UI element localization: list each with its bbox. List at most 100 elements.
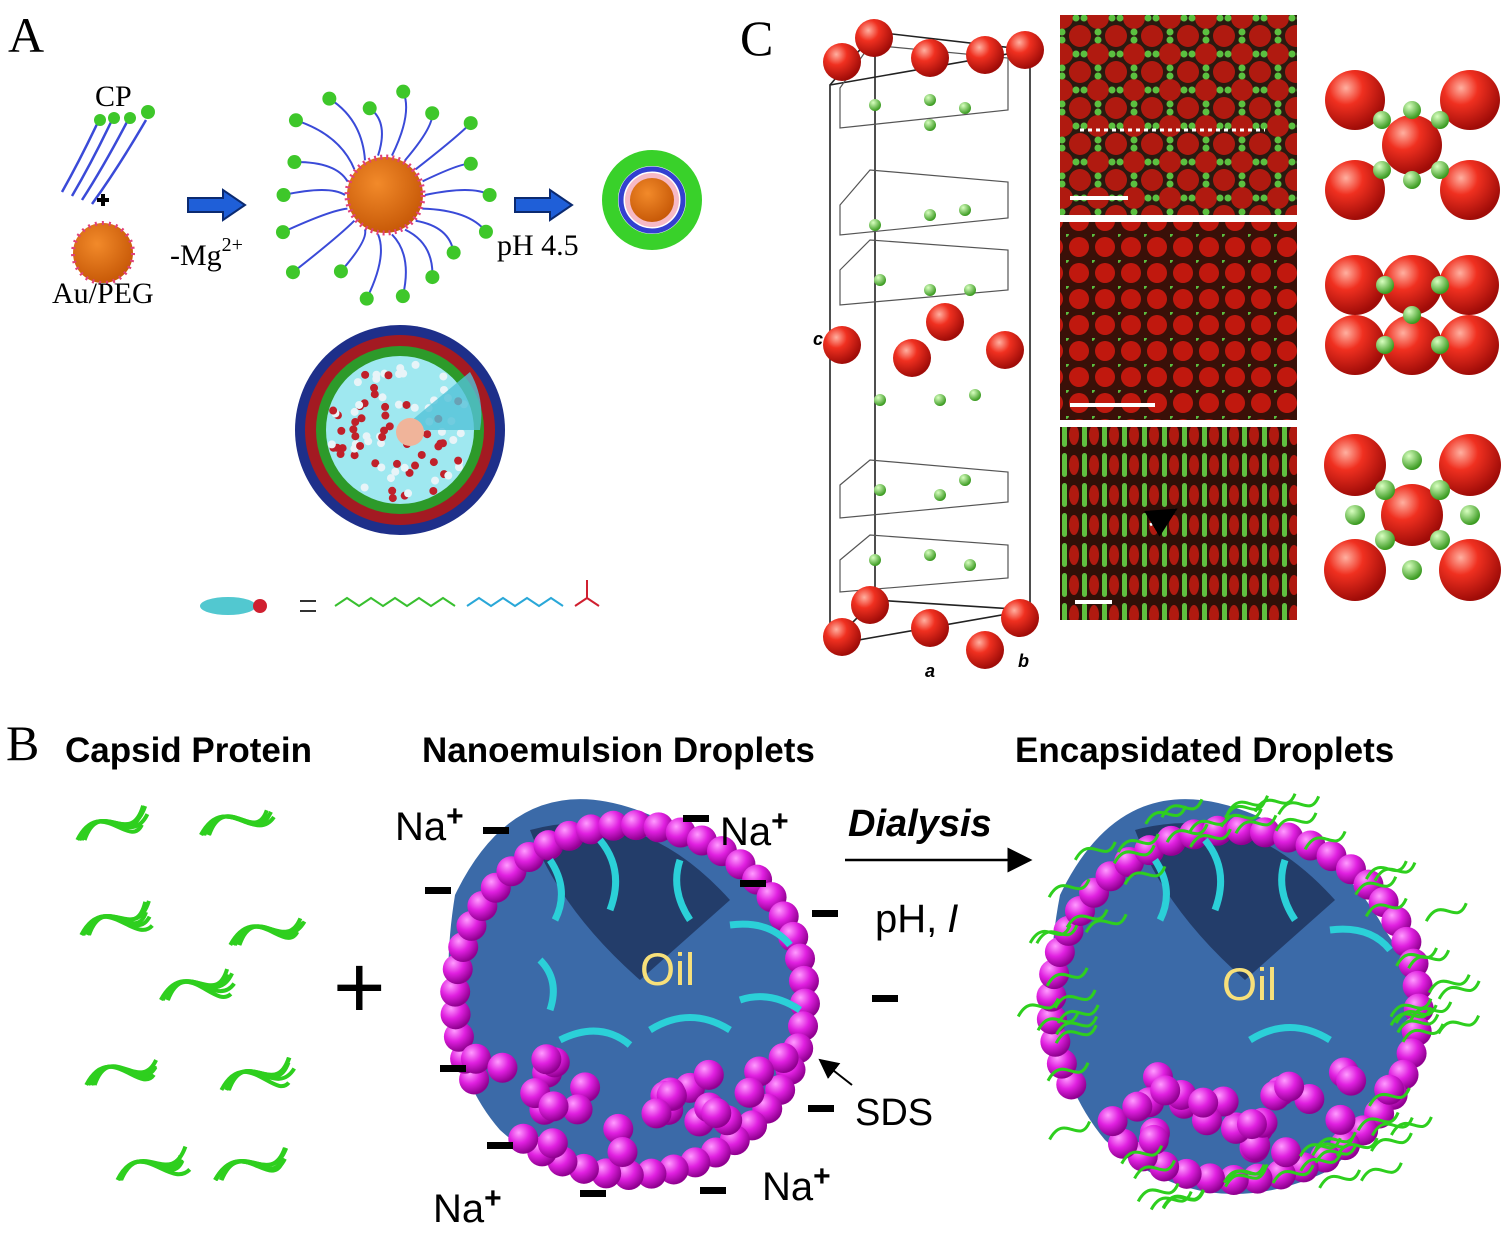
atom <box>893 339 931 377</box>
dot <box>362 432 371 441</box>
minus-sign <box>700 1187 726 1194</box>
atom <box>1373 161 1391 179</box>
surfactant <box>1107 1128 1138 1159</box>
panel-a: A CP Au/PEG -Mg2+ pH 4.5 <box>8 7 702 615</box>
dot <box>388 494 397 503</box>
atom <box>1382 315 1442 375</box>
protein-coil <box>1303 830 1347 851</box>
surfactant <box>1274 1071 1305 1102</box>
encapsidated-droplet <box>1202 837 1225 912</box>
ligand-formula <box>334 596 456 608</box>
dot <box>385 422 394 431</box>
complex <box>344 154 426 236</box>
mg-text: -Mg <box>170 239 222 272</box>
chain-head <box>478 224 493 239</box>
atom <box>1376 336 1394 354</box>
dot <box>404 489 413 498</box>
protein-coil <box>1047 878 1091 898</box>
chain-head <box>275 225 290 240</box>
droplet <box>440 810 820 1190</box>
droplet <box>440 799 820 1190</box>
protein-coil <box>1056 1004 1100 1024</box>
oil-label: Oil <box>640 944 695 995</box>
protein-coil <box>1123 865 1167 886</box>
chain <box>295 119 356 170</box>
mg-superscript: 2+ <box>222 234 243 256</box>
dot <box>360 483 369 492</box>
arrow <box>514 188 574 222</box>
ion-base: Na <box>720 810 772 854</box>
surfactant <box>1271 1137 1302 1168</box>
protein-coil <box>214 1157 285 1181</box>
surfactant <box>768 1042 799 1073</box>
atom <box>1325 255 1385 315</box>
atom <box>959 102 971 114</box>
dot <box>338 444 347 453</box>
ion: Na+ <box>395 800 464 849</box>
protein-coil <box>1165 823 1209 843</box>
protein-coil <box>1394 1004 1438 1024</box>
protein-coil <box>166 972 234 1001</box>
surfactant <box>1156 825 1187 856</box>
protein-coil <box>1162 1189 1205 1210</box>
chain <box>415 122 472 171</box>
dot <box>371 459 380 468</box>
atom <box>869 219 881 231</box>
protein-coil <box>1318 1169 1362 1189</box>
chain-head <box>463 156 478 171</box>
heading: Capsid Protein <box>65 731 312 770</box>
protein-coil <box>1136 1182 1180 1203</box>
surfactant <box>1236 1109 1267 1140</box>
surfactant <box>1336 1065 1367 1096</box>
atom <box>966 36 1004 74</box>
surfactant <box>785 943 816 974</box>
chain-head <box>287 155 302 170</box>
axis-label: a <box>925 661 935 681</box>
arrow-label: Dialysis <box>848 803 992 845</box>
chain-head <box>463 116 478 131</box>
atom <box>964 559 976 571</box>
dot <box>386 474 395 483</box>
surfactant <box>1171 1158 1202 1189</box>
protein-coil <box>1356 1111 1400 1132</box>
dot <box>356 441 365 450</box>
panel-label: C <box>740 10 773 66</box>
surfactant <box>1150 1075 1181 1106</box>
dot <box>357 414 366 423</box>
panel-c: C c a b <box>740 10 1501 681</box>
dot <box>370 390 379 399</box>
atom <box>1381 484 1443 546</box>
panel-label: B <box>6 715 39 771</box>
capsid-particle <box>602 150 702 250</box>
dot <box>429 486 438 495</box>
ion-charge: + <box>446 800 464 833</box>
surfactant <box>636 1158 667 1189</box>
dot <box>429 458 438 467</box>
atom <box>1431 111 1449 129</box>
minus-sign <box>683 815 709 822</box>
dot <box>417 450 426 459</box>
surfactant <box>575 814 606 845</box>
dot <box>378 433 387 442</box>
encapsidated-droplet <box>1248 1024 1332 1044</box>
polymer-heads <box>94 114 106 126</box>
protein-coil <box>1028 924 1072 944</box>
droplet <box>547 858 565 922</box>
surfactant <box>443 1021 474 1052</box>
surfactant <box>460 1043 491 1074</box>
atom <box>924 284 936 296</box>
protein-coil <box>1048 1120 1092 1141</box>
protein-coil <box>1036 1011 1080 1032</box>
dot <box>377 439 386 448</box>
dot <box>405 468 414 477</box>
arrow-label: pH, I <box>875 897 958 941</box>
polymer-heads <box>108 112 120 124</box>
atom <box>1375 480 1395 500</box>
protein-coil <box>1427 974 1471 994</box>
ligand-formula <box>200 580 600 615</box>
surfactant <box>1374 1074 1405 1105</box>
protein-coil <box>1073 841 1117 861</box>
dot <box>423 430 432 439</box>
protein-coil <box>1299 1152 1343 1172</box>
dot <box>384 371 393 380</box>
